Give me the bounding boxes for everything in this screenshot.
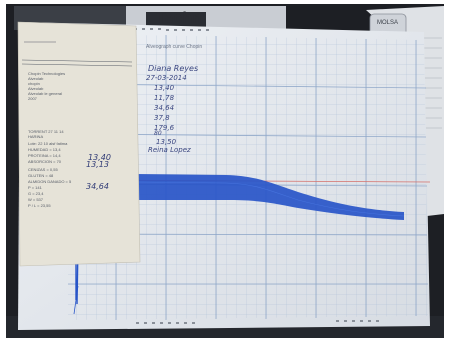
card-line: P / L = 23,55 [28,203,51,208]
card-line: HARINA [28,134,44,139]
chart-handwritten-value: 27-03-2014 [146,74,187,82]
card-line: GLUTEN = 48 [28,173,54,178]
card-line: 2007 [28,96,37,101]
card-line: Chopin Technologies [28,71,66,76]
chart-handwritten-value: 13,40 [154,84,175,92]
right-stamp-label: MOLSA [377,20,399,26]
card-line: ABSORCION = 70 [28,159,62,164]
card-line: G = 23,4 [28,191,44,196]
card-proteina-value: 13,13 [86,160,109,169]
card-line: P = 141 [28,185,42,190]
chart-handwritten-value: 11,78 [154,94,175,102]
chart-handwritten-value: 80 [154,130,162,137]
chart-handwritten-value: Diana Reyes [148,64,199,73]
card-line: HUMEDAD = 13,4 [28,147,61,152]
card-line: PROTEINA = 14,4 [28,153,61,158]
chart-handwritten-value: 34,64 [154,104,175,112]
photo-frame: Techn MOLSA Alveograph curve Chopin Dian… [6,4,444,338]
chart-handwritten-value: 179,6 [154,124,175,132]
scene [6,4,444,338]
card-gluten-value: 34,64 [86,182,109,191]
chart-handwritten-value: 13,50 [156,138,177,146]
card-line: TORRENT 27 11 14 [28,129,64,134]
top-label: Techn [156,10,202,27]
card-line: Alveolab [28,86,44,91]
card-line: Alveolab [28,76,44,81]
card-humedad-value: 13,40 [88,153,111,162]
card-line: chopin [28,81,40,86]
card-line: Alveolab le general [28,91,63,96]
perforations [134,28,379,324]
result-card-shape [17,21,141,267]
card-line: ALMIDON DANADO = 5 [28,179,72,184]
chart-handwritten-value: Reina Lopez [148,146,191,154]
card-line: Lote: 22 10 alsf fatima [28,141,68,146]
card-line: W = 537 [28,197,44,202]
card-line: CENIZAS = 0,55 [28,167,58,172]
chart-header-text: Alveograph curve Chopin [146,44,203,50]
chart-handwritten-value: 37,8 [154,114,170,122]
